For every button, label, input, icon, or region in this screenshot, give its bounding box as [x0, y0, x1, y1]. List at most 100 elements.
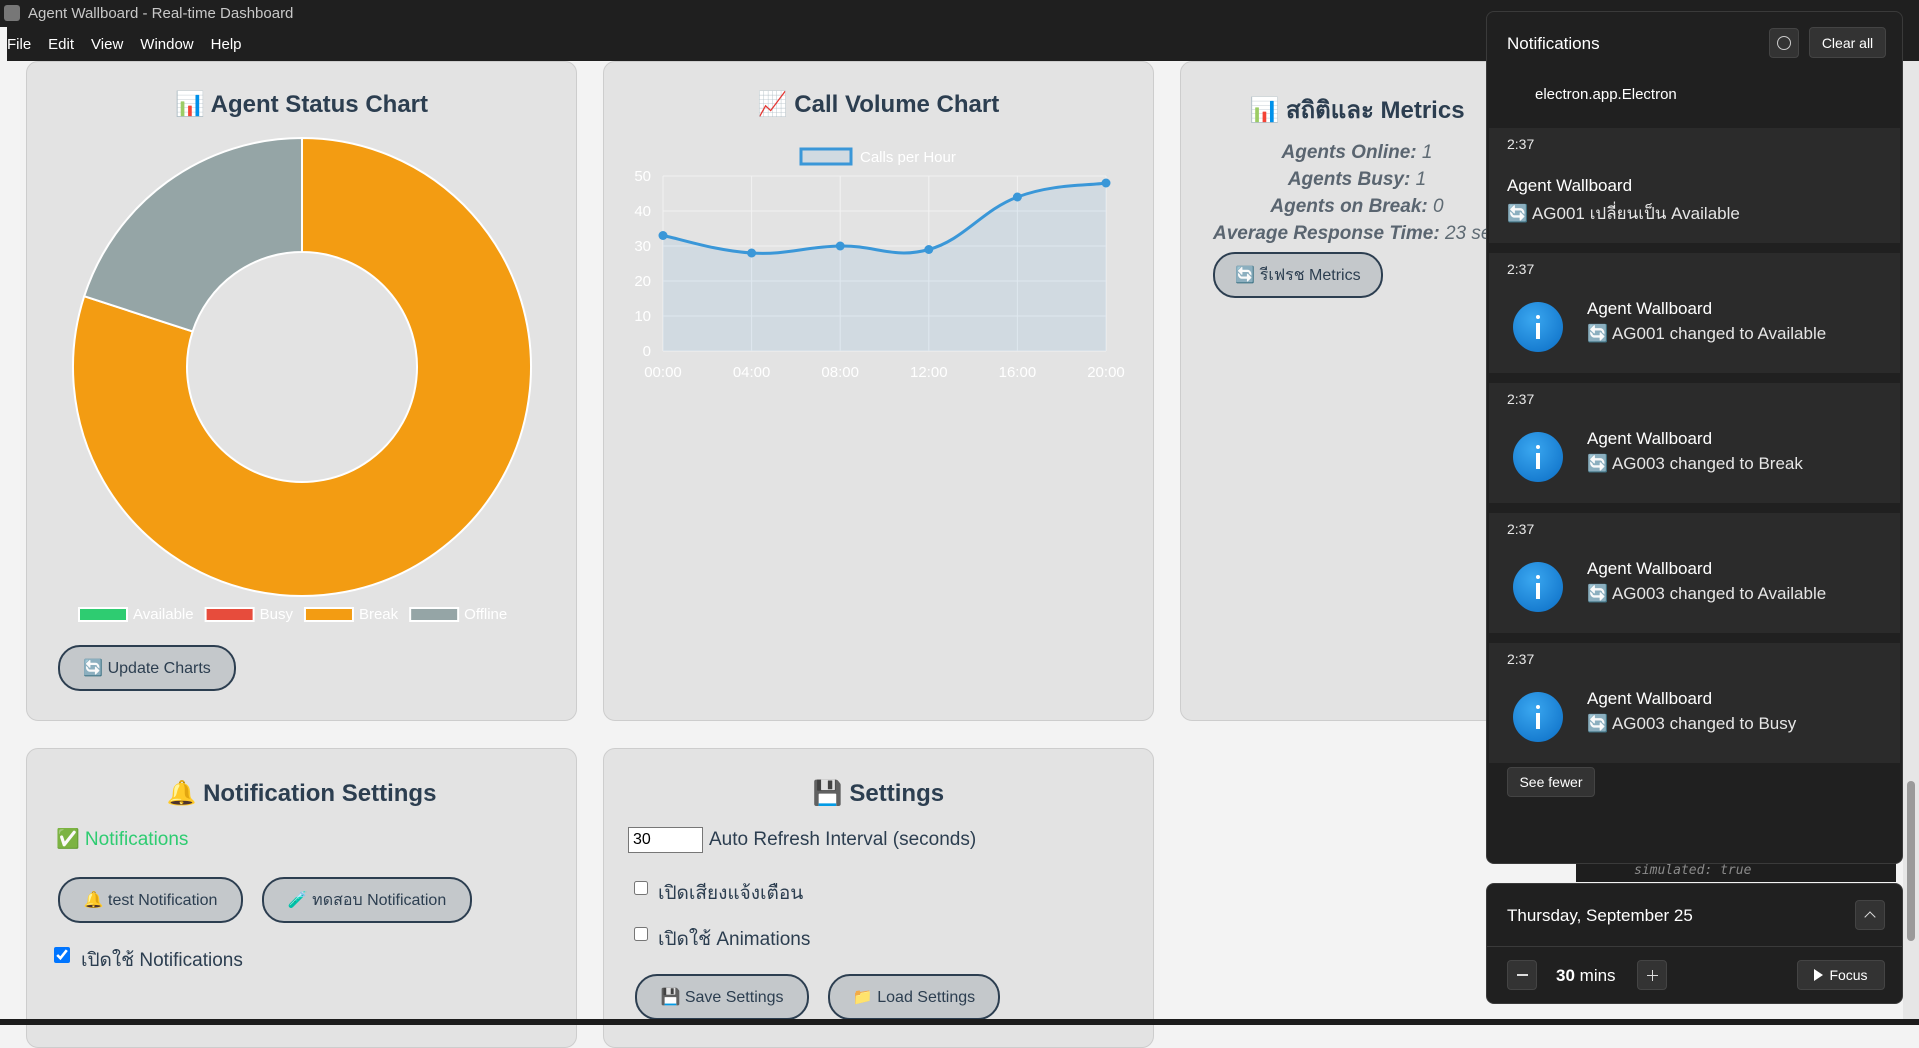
- increase-button[interactable]: [1637, 960, 1667, 990]
- data-point: [924, 245, 934, 254]
- see-fewer-button[interactable]: See fewer: [1507, 767, 1595, 797]
- agent-status-card: 📊 Agent Status Chart Available Busy Break O…: [26, 61, 577, 721]
- notification-title: Agent Wallboard: [1587, 689, 1713, 708]
- log-text: simulated: true: [1634, 863, 1752, 878]
- donut-slice: [82, 136, 303, 333]
- metric-value: 1: [1415, 169, 1427, 190]
- y-tick-label: 40: [634, 203, 651, 220]
- test-notification-th-button[interactable]: 🧪 ทดสอบ Notification: [262, 877, 472, 923]
- notification-item[interactable]: 2:37 Agent Wallboard 🔄 AG003 changed to Br…: [1489, 383, 1900, 503]
- x-tick-label: 16:00: [999, 364, 1037, 381]
- legend-swatch: [799, 147, 853, 166]
- card-title: 📈 Call Volume Chart: [757, 91, 1000, 118]
- notification-body: 🔄 AG003 changed to Available: [1587, 584, 1827, 603]
- card-title: 💾 Settings: [812, 780, 945, 807]
- notification-item[interactable]: 2:37 Agent Wallboard 🔄 AG001 เปลี่ยนเป็น A…: [1489, 128, 1900, 243]
- checkbox[interactable]: [54, 947, 70, 963]
- focus-button[interactable]: Focus: [1797, 960, 1885, 990]
- settings-card: 💾 Settings Auto Refresh Interval (second…: [603, 748, 1154, 1048]
- info-icon-bar: [1536, 583, 1540, 599]
- info-icon: [1513, 432, 1563, 482]
- menu-item[interactable]: Window: [140, 35, 194, 53]
- metric-value: 0: [1433, 196, 1444, 217]
- data-point: [1012, 192, 1022, 202]
- update-charts-button[interactable]: 🔄 Update Charts: [58, 645, 236, 691]
- card-title: 🔔 Notification Settings: [166, 780, 437, 807]
- panel-title: Notifications: [1507, 34, 1600, 53]
- notification-item[interactable]: 2:37 Agent Wallboard 🔄 AG003 changed to Av…: [1489, 513, 1900, 633]
- test-notification-button[interactable]: 🔔 test Notification: [58, 877, 243, 923]
- y-tick-label: 50: [634, 168, 651, 185]
- focus-label: Focus: [1829, 967, 1868, 983]
- clear-all-button[interactable]: Clear all: [1809, 27, 1886, 58]
- calendar-date: Thursday, September 25: [1507, 906, 1693, 925]
- legend-swatch: [78, 607, 128, 622]
- calendar-panel: Thursday, September 25 30 mins Focus: [1486, 883, 1903, 1004]
- menu-item[interactable]: Edit: [48, 35, 75, 53]
- notification-item[interactable]: 2:37 Agent Wallboard 🔄 AG001 changed to Av…: [1489, 253, 1900, 373]
- menu-item[interactable]: File: [7, 35, 32, 53]
- save-settings-button[interactable]: 💾 Save Settings: [635, 974, 809, 1020]
- x-tick-label: 20:00: [1087, 364, 1125, 381]
- info-icon-bar: [1536, 713, 1540, 729]
- donut-slice: [72, 136, 532, 597]
- line-series: [662, 181, 1107, 255]
- data-point: [1101, 178, 1111, 188]
- divider: [1487, 946, 1902, 947]
- log-panel: simulated: true: [1576, 860, 1896, 882]
- legend-label: Busy: [260, 606, 294, 623]
- menu-item[interactable]: Help: [210, 35, 242, 53]
- notification-item[interactable]: 2:37 Agent Wallboard 🔄 AG003 changed to Bu…: [1489, 643, 1900, 763]
- info-icon-bar: [1536, 453, 1540, 469]
- y-tick-label: 20: [634, 273, 651, 290]
- info-icon-bar: [1536, 323, 1540, 339]
- app-name: electron.app.Electron: [1535, 86, 1677, 103]
- legend-label: Calls per Hour: [860, 149, 956, 166]
- line-area: [663, 183, 1106, 351]
- x-tick-label: 12:00: [910, 364, 948, 381]
- card-title: 📊 Agent Status Chart: [174, 91, 428, 118]
- data-point: [835, 241, 845, 251]
- card-title: 📊 สถิติและ Metrics: [1249, 97, 1465, 124]
- metric-row: Agents on Break: 0: [1181, 196, 1533, 218]
- info-icon: [1513, 302, 1563, 352]
- notification-time: 2:37: [1507, 136, 1535, 152]
- collapse-button[interactable]: [1855, 900, 1885, 930]
- refresh-interval-input[interactable]: [628, 827, 703, 853]
- x-tick-label: 08:00: [821, 364, 859, 381]
- icon: [1646, 969, 1658, 981]
- window-title: Agent Wallboard - Real-time Dashboard: [28, 5, 294, 22]
- refresh-metrics-button[interactable]: 🔄 รีเฟรช Metrics: [1213, 252, 1383, 298]
- metric-row: Agents Busy: 1: [1181, 169, 1533, 191]
- checkbox[interactable]: [634, 881, 648, 895]
- metric-label: Agents on Break:: [1270, 196, 1428, 217]
- metrics-list: Agents Online: 1 Agents Busy: 1 Agents on …: [1181, 62, 1533, 362]
- scroll-thumb: [1907, 781, 1915, 941]
- info-icon-dot: [1536, 575, 1540, 579]
- notification-title: Agent Wallboard: [1587, 559, 1713, 578]
- metric-value: 1: [1421, 142, 1433, 163]
- settings-icon-button[interactable]: [1769, 28, 1799, 58]
- menu-item[interactable]: View: [91, 35, 124, 53]
- notification-title: Agent Wallboard: [1587, 299, 1713, 318]
- app-icon: [4, 5, 20, 21]
- info-icon: [1513, 692, 1563, 742]
- refresh-label: Auto Refresh Interval (seconds): [709, 829, 977, 850]
- decrease-button[interactable]: [1507, 960, 1537, 990]
- notification-body: 🔄 AG001 เปลี่ยนเป็น Available: [1507, 204, 1740, 223]
- metric-label: Average Response Time:: [1213, 223, 1440, 244]
- info-icon-dot: [1536, 705, 1540, 709]
- checkbox-label: เปิดใช้ Animations: [658, 929, 811, 950]
- checkbox-label: เปิดเสียงแจ้งเตือน: [658, 883, 804, 904]
- metric-label: Agents Online:: [1281, 142, 1417, 163]
- icon: [1516, 974, 1528, 976]
- legend-label: Break: [359, 606, 399, 623]
- checkbox[interactable]: [634, 927, 648, 941]
- metric-row: Agents Online: 1: [1181, 142, 1533, 164]
- load-settings-button[interactable]: 📁 Load Settings: [828, 974, 1000, 1020]
- focus-duration: 30 mins: [1556, 966, 1616, 986]
- notification-settings-card: 🔔 Notification Settings ✅ Notifications …: [26, 748, 577, 1048]
- info-icon-dot: [1536, 445, 1540, 449]
- taskbar-edge: [0, 1019, 1919, 1025]
